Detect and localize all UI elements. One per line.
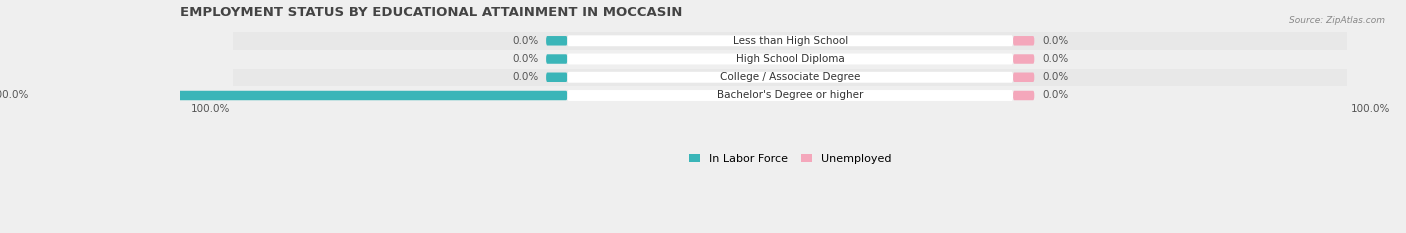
- FancyBboxPatch shape: [233, 32, 1347, 50]
- Text: College / Associate Degree: College / Associate Degree: [720, 72, 860, 82]
- Text: 0.0%: 0.0%: [1042, 90, 1069, 100]
- Text: Bachelor's Degree or higher: Bachelor's Degree or higher: [717, 90, 863, 100]
- Text: 0.0%: 0.0%: [512, 36, 538, 46]
- Text: 0.0%: 0.0%: [512, 54, 538, 64]
- FancyBboxPatch shape: [568, 54, 1014, 65]
- FancyBboxPatch shape: [546, 36, 568, 45]
- Legend: In Labor Force, Unemployed: In Labor Force, Unemployed: [689, 154, 891, 164]
- Text: Less than High School: Less than High School: [733, 36, 848, 46]
- Text: 0.0%: 0.0%: [1042, 54, 1069, 64]
- FancyBboxPatch shape: [546, 54, 568, 64]
- FancyBboxPatch shape: [568, 35, 1014, 46]
- FancyBboxPatch shape: [1014, 36, 1035, 45]
- Text: Source: ZipAtlas.com: Source: ZipAtlas.com: [1289, 16, 1385, 25]
- Text: 0.0%: 0.0%: [1042, 36, 1069, 46]
- FancyBboxPatch shape: [1014, 54, 1035, 64]
- Text: 0.0%: 0.0%: [512, 72, 538, 82]
- FancyBboxPatch shape: [546, 72, 568, 82]
- Text: 100.0%: 100.0%: [1350, 104, 1391, 114]
- Text: 100.0%: 100.0%: [191, 104, 231, 114]
- FancyBboxPatch shape: [568, 90, 1014, 101]
- Text: 0.0%: 0.0%: [1042, 72, 1069, 82]
- Text: 100.0%: 100.0%: [0, 90, 28, 100]
- Text: High School Diploma: High School Diploma: [735, 54, 845, 64]
- FancyBboxPatch shape: [568, 72, 1014, 83]
- FancyBboxPatch shape: [233, 69, 1347, 86]
- FancyBboxPatch shape: [37, 91, 568, 100]
- FancyBboxPatch shape: [1014, 72, 1035, 82]
- FancyBboxPatch shape: [1014, 91, 1035, 100]
- Text: EMPLOYMENT STATUS BY EDUCATIONAL ATTAINMENT IN MOCCASIN: EMPLOYMENT STATUS BY EDUCATIONAL ATTAINM…: [180, 6, 682, 19]
- FancyBboxPatch shape: [233, 87, 1347, 104]
- FancyBboxPatch shape: [233, 50, 1347, 68]
